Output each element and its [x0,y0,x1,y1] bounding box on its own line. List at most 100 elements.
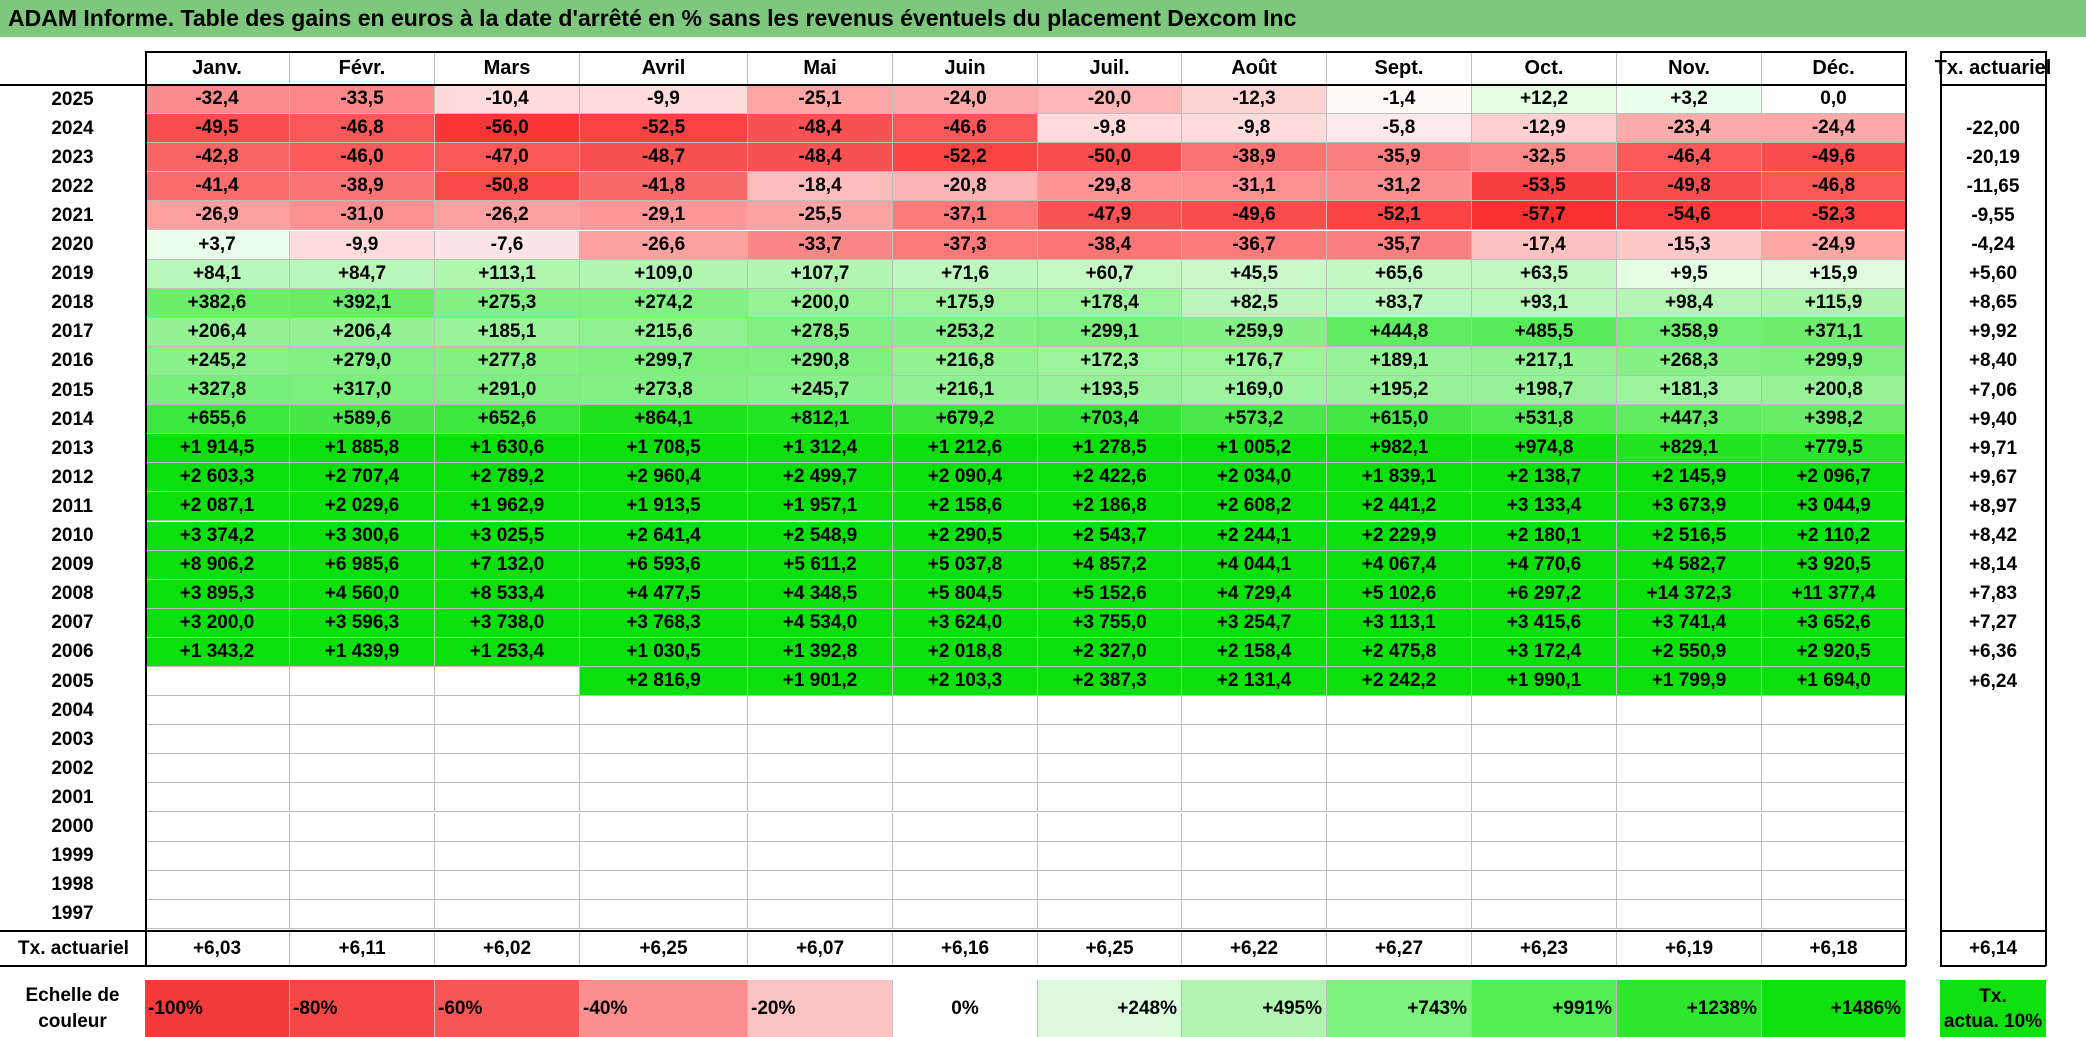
value-cell: +3 624,0 [893,608,1038,638]
value-cell [1327,841,1472,871]
month-header: Juil. [1038,51,1182,85]
value-cell: +1 962,9 [435,492,580,522]
value-cell: +84,7 [290,259,435,289]
rate-value: -11,65 [1966,175,2020,197]
value-cell: +82,5 [1182,288,1327,318]
value-cell: +84,1 [145,259,290,289]
table-border-right [1905,51,1907,966]
rate-border-right [2045,51,2047,966]
value-cell: +2 229,9 [1327,521,1472,551]
value-cell [893,812,1038,842]
value-cell: +4 729,4 [1182,579,1327,609]
value-cell: +1 799,9 [1617,667,1762,697]
value-cell: +679,2 [893,405,1038,435]
month-header: Avril [580,51,748,85]
rate-value: -4,24 [1971,234,2015,256]
rate-value [1940,871,2046,900]
value-cell: +200,8 [1762,376,1906,406]
year-label: 2004 [51,699,94,721]
year-label: 2001 [51,786,94,808]
value-cell: +2 242,2 [1327,667,1472,697]
month-header: Oct. [1472,51,1617,85]
value-cell [1327,725,1472,755]
value-cell [580,754,748,784]
value-cell [748,725,893,755]
value-cell [1472,696,1617,726]
value-cell: +291,0 [435,376,580,406]
legend-step: +991% [1472,980,1617,1037]
month-header: Déc. [1762,51,1906,85]
value-cell: -38,9 [1182,143,1327,173]
year-label: 2021 [51,204,94,226]
value-cell: +2 475,8 [1327,637,1472,667]
footer-rate: +6,27 [1327,931,1472,966]
value-cell: +2 920,5 [1762,637,1906,667]
value-cell: +3 113,1 [1327,608,1472,638]
value-cell: +290,8 [748,346,893,376]
value-cell: +245,7 [748,376,893,406]
value-cell: +5 037,8 [893,550,1038,580]
value-cell: +2 138,7 [1472,463,1617,493]
legend-label: Echelle de couleur [0,980,145,1037]
value-cell: +93,1 [1472,288,1617,318]
value-cell: +107,7 [748,259,893,289]
rate-value: +8,14 [1968,554,2018,576]
value-cell [290,841,435,871]
value-cell [290,667,435,697]
value-cell: +3 755,0 [1038,608,1182,638]
year-label: 1997 [51,903,94,925]
value-cell: -33,7 [748,230,893,260]
value-cell: +2 018,8 [893,637,1038,667]
value-cell [1762,783,1906,813]
legend-label-line: couleur [38,1010,107,1032]
value-cell: -42,8 [145,143,290,173]
legend-label-line: Echelle de [25,984,120,1006]
value-cell: +1 957,1 [748,492,893,522]
value-cell [1762,870,1906,900]
value-cell [1182,725,1327,755]
value-cell: +63,5 [1472,259,1617,289]
value-cell: +7 132,0 [435,550,580,580]
month-header: Juin [893,51,1038,85]
value-cell: +1 005,2 [1182,434,1327,464]
value-cell: -26,6 [580,230,748,260]
value-cell: +864,1 [580,405,748,435]
value-cell: +392,1 [290,288,435,318]
year-label: 2006 [51,641,94,663]
value-cell [1617,696,1762,726]
value-cell: +444,8 [1327,317,1472,347]
value-cell: +2 960,4 [580,463,748,493]
value-cell: -46,6 [893,114,1038,144]
year-label: 2009 [51,554,94,576]
value-cell [1617,870,1762,900]
value-cell: +217,1 [1472,346,1617,376]
year-label: 2011 [51,495,94,517]
value-cell: +2 034,0 [1182,463,1327,493]
footer-overall-rate: +6,14 [1968,937,2018,959]
value-cell [580,696,748,726]
value-cell: +1 343,2 [145,637,290,667]
value-cell [580,870,748,900]
value-cell [290,725,435,755]
value-cell [580,899,748,929]
footer-rate: +6,22 [1182,931,1327,966]
value-cell [1762,812,1906,842]
value-cell: +812,1 [748,405,893,435]
value-cell: +2 029,6 [290,492,435,522]
value-cell [1038,696,1182,726]
value-cell: +2 516,5 [1617,521,1762,551]
value-cell: -37,1 [893,201,1038,231]
value-cell: +195,2 [1327,376,1472,406]
legend-step: -100% [145,980,290,1037]
value-cell: +829,1 [1617,434,1762,464]
value-cell [435,696,580,726]
value-cell: +3 133,4 [1472,492,1617,522]
rate-value [1940,85,2046,114]
rate-value: +5,60 [1968,263,2018,285]
value-cell: +3 374,2 [145,521,290,551]
value-cell [1472,754,1617,784]
value-cell: -48,4 [748,143,893,173]
value-cell: +485,5 [1472,317,1617,347]
value-cell: +185,1 [435,317,580,347]
legend-step: -80% [290,980,435,1037]
